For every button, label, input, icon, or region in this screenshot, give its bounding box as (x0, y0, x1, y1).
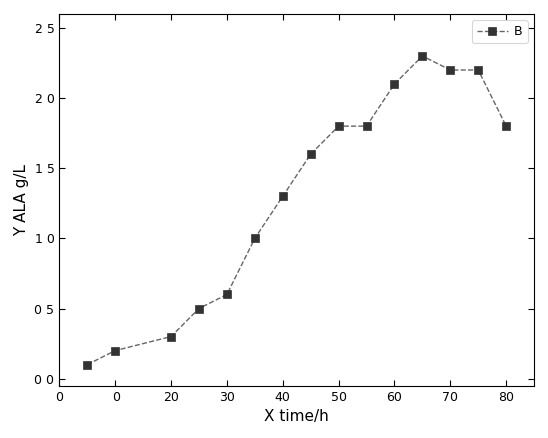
B (84, 362, 90, 367)
B (475, 67, 482, 73)
B (503, 124, 510, 129)
B (363, 124, 370, 129)
B (391, 81, 398, 87)
B (279, 194, 286, 199)
B (419, 53, 426, 59)
X-axis label: X time/h: X time/h (264, 409, 329, 424)
B (252, 236, 258, 241)
Y-axis label: Y ALA g/L: Y ALA g/L (14, 164, 29, 236)
B (224, 292, 230, 297)
B (307, 152, 314, 157)
Line: B: B (83, 52, 510, 369)
B (112, 348, 118, 353)
B (196, 306, 202, 311)
B (168, 334, 174, 339)
Legend: B: B (472, 20, 528, 43)
B (335, 124, 342, 129)
B (447, 67, 454, 73)
